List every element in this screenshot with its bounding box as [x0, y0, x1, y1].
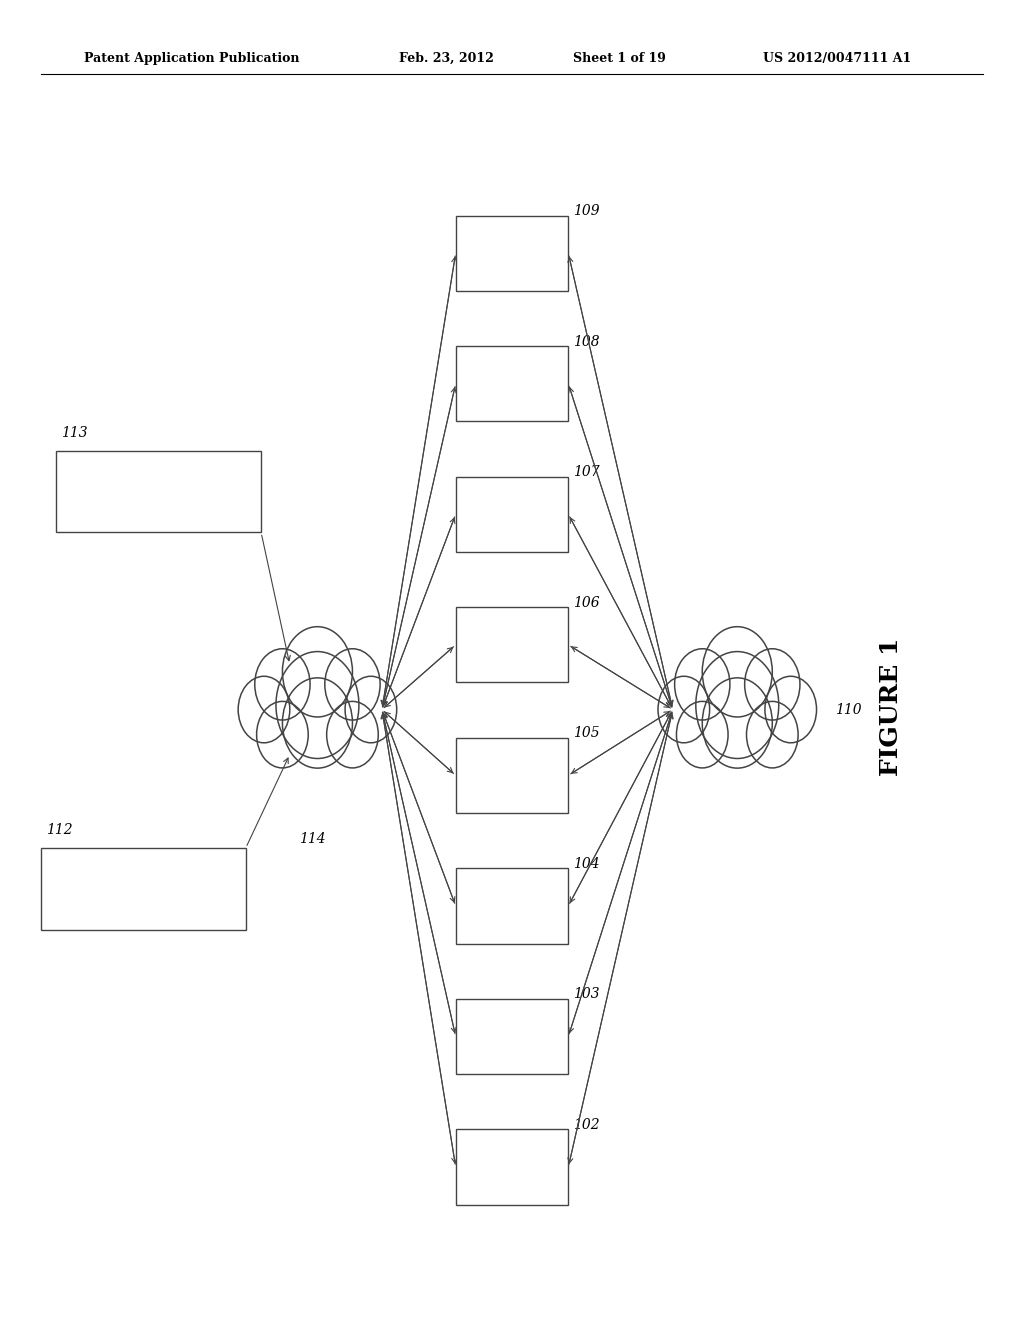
- Circle shape: [765, 676, 816, 743]
- Bar: [456, 607, 568, 682]
- Text: Feb. 23, 2012: Feb. 23, 2012: [399, 51, 495, 65]
- Text: 107: 107: [573, 465, 600, 479]
- Circle shape: [677, 701, 728, 768]
- Circle shape: [658, 676, 710, 743]
- Circle shape: [283, 678, 352, 768]
- Circle shape: [257, 701, 308, 768]
- Text: Patent Application Publication: Patent Application Publication: [84, 51, 299, 65]
- Text: 105: 105: [573, 726, 600, 741]
- Text: 108: 108: [573, 335, 600, 348]
- Text: 103: 103: [573, 987, 600, 1002]
- Text: 109: 109: [573, 205, 600, 218]
- Text: 102: 102: [573, 1118, 600, 1133]
- Text: 112: 112: [46, 824, 73, 837]
- Circle shape: [675, 648, 730, 719]
- Bar: [456, 1130, 568, 1205]
- Circle shape: [744, 648, 800, 719]
- Circle shape: [345, 676, 396, 743]
- Bar: [456, 869, 568, 944]
- Circle shape: [255, 648, 310, 719]
- Text: 114: 114: [299, 833, 326, 846]
- Text: 104: 104: [573, 857, 600, 871]
- Text: 113: 113: [61, 426, 88, 440]
- Bar: [456, 738, 568, 813]
- Bar: [456, 215, 568, 290]
- Circle shape: [325, 648, 380, 719]
- Circle shape: [696, 652, 778, 759]
- Circle shape: [702, 627, 772, 717]
- Circle shape: [239, 676, 290, 743]
- Text: Sheet 1 of 19: Sheet 1 of 19: [573, 51, 667, 65]
- Circle shape: [283, 627, 352, 717]
- Circle shape: [276, 652, 358, 759]
- Text: 110: 110: [835, 702, 861, 717]
- Circle shape: [702, 678, 772, 768]
- Bar: [456, 477, 568, 552]
- Bar: [456, 346, 568, 421]
- Bar: [41, 847, 246, 929]
- Text: US 2012/0047111 A1: US 2012/0047111 A1: [763, 51, 911, 65]
- Bar: [56, 450, 261, 532]
- Text: FIGURE 1: FIGURE 1: [879, 638, 903, 776]
- Bar: [456, 999, 568, 1074]
- Circle shape: [327, 701, 378, 768]
- Circle shape: [746, 701, 798, 768]
- Text: 106: 106: [573, 595, 600, 610]
